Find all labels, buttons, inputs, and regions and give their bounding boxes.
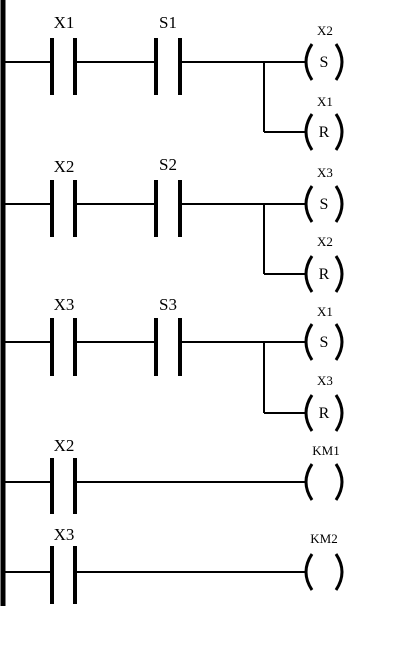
rung-5-contact-1: X3 xyxy=(50,525,77,604)
rung-3-coil-2: R X3 xyxy=(304,373,344,432)
rung-2-coil-1: S X3 xyxy=(304,165,344,223)
rung-1-contact-2: S1 xyxy=(154,13,182,95)
contact-label: S1 xyxy=(159,13,177,32)
rung-1-coil-2: R X1 xyxy=(304,94,344,151)
rung-2-coil-2: R X2 xyxy=(304,234,344,293)
coil-label: KM1 xyxy=(312,443,339,458)
rung-1-contact-1: X1 xyxy=(50,13,77,95)
coil-label: KM2 xyxy=(310,531,337,546)
rung-4-coil-1: KM1 xyxy=(304,443,344,501)
contact-label: X3 xyxy=(54,525,75,544)
rung-2: X2 S2 S X3 R X2 xyxy=(5,155,344,293)
coil-type-letter: S xyxy=(320,334,329,351)
contact-label: X2 xyxy=(54,436,75,455)
coil-type-letter: R xyxy=(319,405,330,422)
rung-1-coil-1: S X2 xyxy=(304,23,344,81)
rung-2-contact-2: S2 xyxy=(154,155,182,237)
contact-label: X2 xyxy=(54,157,75,176)
rung-5: X3 KM2 xyxy=(5,525,344,604)
contact-label: X3 xyxy=(54,295,75,314)
coil-type-letter: R xyxy=(319,266,330,283)
rung-3-contact-1: X3 xyxy=(50,295,77,376)
rung-3-contact-2: S3 xyxy=(154,295,182,376)
coil-label: X2 xyxy=(317,234,333,249)
coil-type-letter: R xyxy=(319,124,330,141)
coil-type-letter: S xyxy=(320,196,329,213)
contact-label: S3 xyxy=(159,295,177,314)
rung-4: X2 KM1 xyxy=(5,436,344,514)
coil-label: X2 xyxy=(317,23,333,38)
rung-3-coil-1: S X1 xyxy=(304,304,344,361)
coil-label: X1 xyxy=(317,94,333,109)
rung-1: X1 S1 S X2 R X1 xyxy=(5,13,344,151)
coil-label: X3 xyxy=(317,165,333,180)
contact-label: X1 xyxy=(54,13,75,32)
coil-type-letter: S xyxy=(320,54,329,71)
coil-label: X3 xyxy=(317,373,333,388)
rung-5-coil-1: KM2 xyxy=(304,531,344,591)
rung-4-contact-1: X2 xyxy=(50,436,77,514)
rung-3: X3 S3 S X1 R X3 xyxy=(5,295,344,432)
contact-label: S2 xyxy=(159,155,177,174)
rung-2-contact-1: X2 xyxy=(50,157,77,237)
coil-label: X1 xyxy=(317,304,333,319)
